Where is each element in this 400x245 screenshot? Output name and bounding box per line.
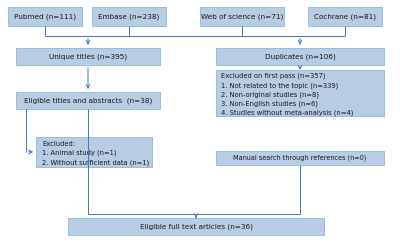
- FancyBboxPatch shape: [216, 48, 384, 65]
- FancyBboxPatch shape: [308, 7, 382, 26]
- FancyBboxPatch shape: [16, 92, 160, 109]
- Text: Unique titles (n=395): Unique titles (n=395): [49, 53, 127, 60]
- FancyBboxPatch shape: [16, 48, 160, 65]
- Text: Embase (n=238): Embase (n=238): [98, 13, 160, 20]
- FancyBboxPatch shape: [8, 7, 82, 26]
- FancyBboxPatch shape: [216, 151, 384, 165]
- FancyBboxPatch shape: [200, 7, 284, 26]
- Text: Web of science (n=71): Web of science (n=71): [201, 13, 283, 20]
- Text: Excluded on first pass (n=357)
1. Not related to the topic (n=339)
2. Non-origin: Excluded on first pass (n=357) 1. Not re…: [221, 73, 353, 116]
- Text: Cochrane (n=81): Cochrane (n=81): [314, 13, 376, 20]
- FancyBboxPatch shape: [216, 70, 384, 116]
- Text: Manual search through references (n=0): Manual search through references (n=0): [233, 155, 367, 161]
- FancyBboxPatch shape: [36, 137, 152, 167]
- Text: Excluded:
1. Animal study (n=1)
2. Without sufficient data (n=1): Excluded: 1. Animal study (n=1) 2. Witho…: [42, 141, 149, 166]
- Text: Eligible full text articles (n=36): Eligible full text articles (n=36): [140, 223, 252, 230]
- Text: Eligible titles and abstracts  (n=38): Eligible titles and abstracts (n=38): [24, 97, 152, 104]
- Text: Pubmed (n=111): Pubmed (n=111): [14, 13, 76, 20]
- FancyBboxPatch shape: [68, 218, 324, 235]
- FancyBboxPatch shape: [92, 7, 166, 26]
- Text: Duplicates (n=106): Duplicates (n=106): [265, 53, 335, 60]
